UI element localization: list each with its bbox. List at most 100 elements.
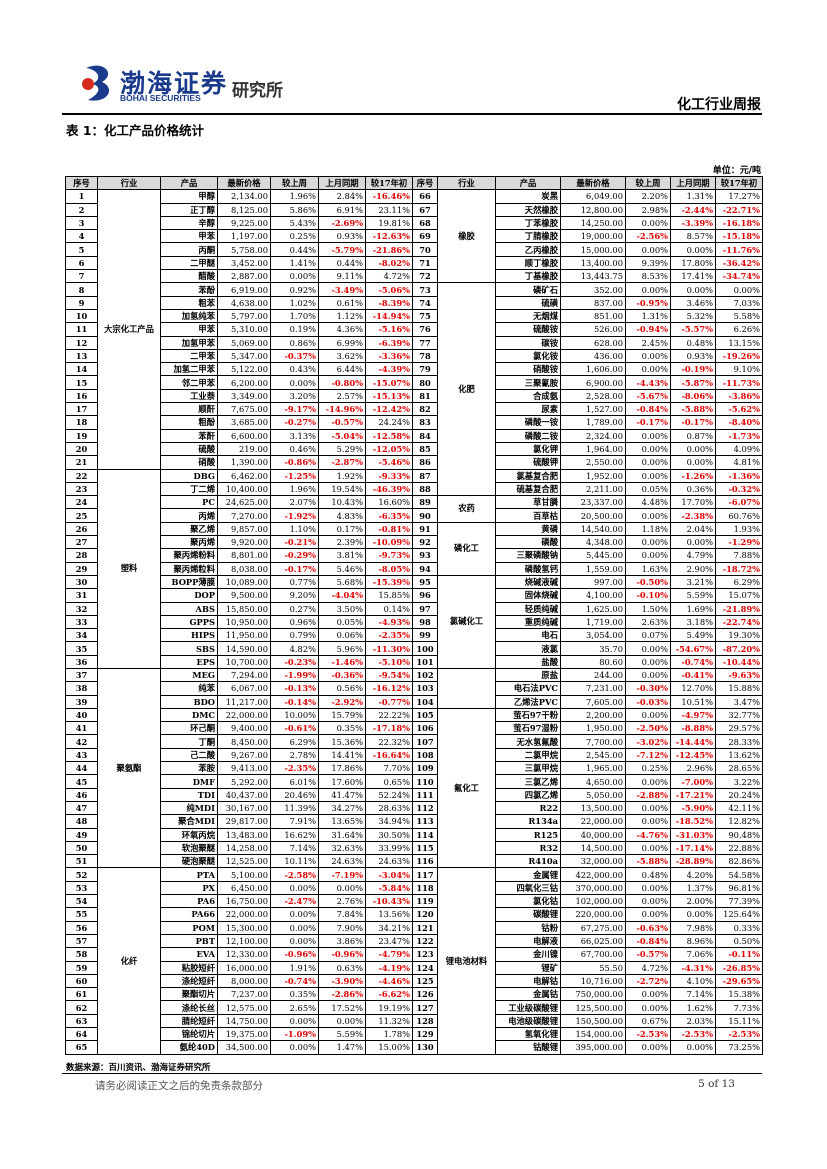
week-change: -0.14% <box>270 694 319 709</box>
product: 涤纶短纤 <box>160 973 218 989</box>
product: 钴酸锂 <box>495 1040 561 1055</box>
ytd-change: -46.39% <box>365 481 413 497</box>
ytd-change: -29.65% <box>715 973 763 989</box>
month-change: 0.17% <box>318 521 366 537</box>
week-change: -2.88% <box>625 787 671 802</box>
table-row: 25 丙烯 7,270.00 -1.92% 4.83% -6.35% 90 百草枯 20,500… <box>65 508 763 523</box>
price: 7,675.00 <box>217 402 271 417</box>
ytd-change: -6.35% <box>365 508 413 523</box>
month-change: 10.43% <box>318 495 366 510</box>
product: 金属锂 <box>495 867 561 882</box>
month-change: 6.91% <box>318 202 366 217</box>
week-change: 4.48% <box>625 495 671 510</box>
week-change: 1.31% <box>625 308 671 324</box>
month-change: 0.00% <box>318 1013 366 1029</box>
week-change: 4.82% <box>270 641 319 656</box>
price: 2,134.00 <box>217 189 271 204</box>
row-number: 14 <box>65 362 98 377</box>
ytd-change: 23.47% <box>365 933 413 949</box>
table-row: 61 聚酯切片 7,237.00 0.35% -2.86% -6.62% 126 金属钴 750… <box>65 987 763 1002</box>
row-number: 25 <box>65 508 98 523</box>
month-change: 3.81% <box>318 548 366 563</box>
month-change: 0.00% <box>670 455 716 470</box>
row-number: 34 <box>65 628 98 643</box>
price: 40,437.00 <box>217 787 271 802</box>
ytd-change: -12.05% <box>365 441 413 457</box>
ytd-change: -11.73% <box>715 375 763 390</box>
ytd-change: 7.88% <box>715 548 763 563</box>
product: EVA <box>160 947 218 962</box>
product: 碳酸锂 <box>495 907 561 922</box>
month-change: 2.04% <box>670 521 716 537</box>
month-change: -14.44% <box>670 734 716 749</box>
month-change: -2.92% <box>318 694 366 709</box>
row-number: 61 <box>65 987 98 1002</box>
week-change: 0.00% <box>625 774 671 789</box>
ytd-change: 15.85% <box>365 588 413 603</box>
week-change: 5.86% <box>270 202 319 217</box>
row-number: 6 <box>65 255 98 271</box>
row-number: 38 <box>65 681 98 696</box>
ytd-change: 3.47% <box>715 694 763 709</box>
ytd-change: -10.43% <box>365 894 413 909</box>
price: 5,310.00 <box>217 322 271 337</box>
month-change: -2.86% <box>318 987 366 1002</box>
month-change: -7.00% <box>670 774 716 789</box>
product: 聚丙烯粒料 <box>160 561 218 576</box>
price: 219.00 <box>217 441 271 457</box>
product: 甲苯 <box>160 322 218 337</box>
ytd-change: -6.07% <box>715 495 763 510</box>
price: 2,545.00 <box>560 747 626 763</box>
ytd-change: -16.18% <box>715 215 763 231</box>
product: 四氯乙烯 <box>495 787 561 802</box>
week-change: -0.21% <box>270 535 319 550</box>
ytd-change: -4.39% <box>365 362 413 377</box>
month-change: 0.61% <box>318 295 366 310</box>
ytd-change: -1.73% <box>715 428 763 443</box>
ytd-change: -22.71% <box>715 202 763 217</box>
table-row: 18 粗酚 3,685.00 -0.27% -0.57% 24.24% 83 磷酸一铵 1,78… <box>65 415 763 430</box>
ytd-change: -4.46% <box>365 973 413 989</box>
ytd-change: 22.88% <box>715 840 763 856</box>
price: 14,500.00 <box>560 840 626 856</box>
ytd-change: 7.73% <box>715 1000 763 1015</box>
week-change: -0.23% <box>270 654 319 669</box>
price: 40,000.00 <box>560 827 626 842</box>
ytd-change: 29.57% <box>715 721 763 736</box>
week-change: 8.53% <box>625 269 671 284</box>
price: 34,500.00 <box>217 1040 271 1055</box>
ytd-change: -11.30% <box>365 641 413 656</box>
month-change: 0.93% <box>670 348 716 364</box>
price: 1,625.00 <box>560 601 626 616</box>
month-change: 2.90% <box>670 561 716 576</box>
month-change: -8.06% <box>670 388 716 404</box>
ytd-change: -10.44% <box>715 654 763 669</box>
table-row: 4 甲苯 1,197.00 0.25% 0.93% -12.63% 69 丁腈橡胶 19,000… <box>65 229 763 244</box>
product: SBS <box>160 641 218 656</box>
row-number: 27 <box>65 535 98 550</box>
row-number: 36 <box>65 654 98 669</box>
price: 12,100.00 <box>217 933 271 949</box>
ytd-change: 12.82% <box>715 814 763 829</box>
product: 三聚磷酸钠 <box>495 548 561 563</box>
price: 7,270.00 <box>217 508 271 523</box>
price: 15,850.00 <box>217 601 271 616</box>
week-change: -2.53% <box>625 1026 671 1042</box>
ytd-change: -15.39% <box>365 574 413 590</box>
price: 6,600.00 <box>217 428 271 443</box>
product: 软泡聚醚 <box>160 840 218 856</box>
row-number: 51 <box>65 854 98 869</box>
price: 5,069.00 <box>217 335 271 350</box>
month-change: -0.36% <box>318 667 366 683</box>
month-change: 17.80% <box>670 255 716 271</box>
ytd-change: 0.14% <box>365 601 413 616</box>
week-change: -5.88% <box>625 854 671 869</box>
product: 苯胺 <box>160 761 218 776</box>
row-number: 29 <box>65 561 98 576</box>
ytd-change: -34.74% <box>715 269 763 284</box>
week-change: -0.74% <box>270 973 319 989</box>
month-change: -17.14% <box>670 840 716 856</box>
month-change: 0.93% <box>318 229 366 244</box>
price-table: 序号 行业 产品 最新价格 较上周 上月同期 较17年初 序号 行业 产品 最新价格 较上周 上月同期较… <box>65 175 763 1055</box>
